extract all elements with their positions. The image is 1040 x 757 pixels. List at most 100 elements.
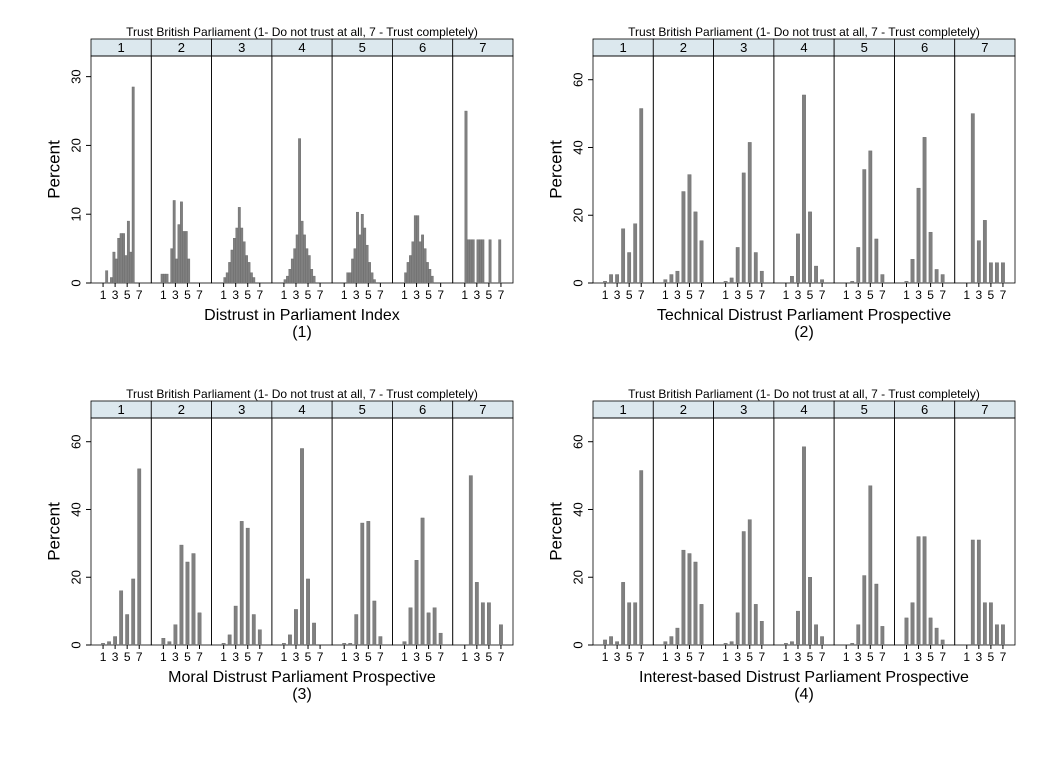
x-tick-label: 3 [674, 288, 681, 302]
bar [970, 539, 975, 646]
panel-title: Trust British Parliament (1- Do not trus… [628, 387, 980, 401]
bar [609, 274, 613, 284]
x-tick-label: 1 [220, 288, 227, 302]
bar [633, 602, 638, 646]
bar [850, 281, 855, 284]
bar [814, 265, 818, 284]
x-tick-label: 1 [401, 650, 408, 664]
facet-label: 2 [178, 402, 185, 417]
bar [242, 241, 246, 284]
bar [639, 470, 644, 646]
x-tick-label: 3 [855, 288, 862, 302]
bar [370, 272, 374, 284]
bar [294, 609, 298, 646]
bar [114, 258, 118, 284]
bar [298, 138, 301, 284]
x-tick-label: 1 [100, 288, 107, 302]
x-tick-label: 7 [1000, 650, 1007, 664]
bar [282, 643, 286, 646]
bar [124, 255, 128, 284]
x-tick-label: 1 [341, 650, 348, 664]
x-tick-label: 5 [927, 650, 934, 664]
bar [170, 248, 174, 284]
x-tick-label: 7 [638, 288, 645, 302]
bar [469, 239, 473, 284]
bar [420, 517, 425, 646]
bar [306, 578, 310, 646]
bar [342, 643, 347, 646]
x-tick-label: 3 [855, 650, 862, 664]
bar [175, 258, 179, 284]
bar [940, 639, 945, 646]
x-tick-label: 5 [807, 288, 814, 302]
facet-label: 5 [861, 40, 868, 55]
bar [182, 231, 186, 284]
bar [348, 272, 352, 284]
bar [430, 275, 434, 284]
bar [922, 536, 927, 646]
x-tick-label: 1 [602, 288, 609, 302]
facet-label: 7 [981, 40, 988, 55]
bar [759, 270, 764, 284]
y-tick-label: 0 [570, 279, 585, 286]
bar [372, 279, 376, 284]
bar [808, 211, 812, 284]
y-tick-label: 40 [68, 502, 83, 516]
bar [723, 643, 728, 646]
bar [723, 281, 728, 284]
bar [119, 233, 123, 284]
bar [790, 641, 794, 646]
x-tick-label: 1 [843, 288, 850, 302]
bar [627, 602, 632, 646]
bar [184, 231, 188, 284]
x-tick-label: 7 [196, 650, 203, 664]
bar [223, 277, 227, 284]
bar [928, 231, 933, 284]
bar [312, 275, 316, 284]
bar [113, 636, 118, 646]
x-tick-label: 5 [425, 650, 432, 664]
x-tick-label: 1 [160, 650, 167, 664]
x-tick-label: 7 [136, 288, 143, 302]
x-tick-label: 7 [377, 650, 384, 664]
x-axis-label: Interest-based Distrust Parliament Prosp… [639, 669, 969, 686]
x-tick-label: 3 [734, 288, 741, 302]
x-tick-label: 7 [819, 288, 826, 302]
x-tick-label: 5 [626, 650, 633, 664]
bar [167, 641, 172, 646]
bar [247, 262, 251, 284]
bar [880, 626, 885, 646]
x-tick-label: 1 [722, 288, 729, 302]
bar [300, 220, 304, 284]
caption: (2) [794, 324, 814, 341]
bar [406, 262, 410, 284]
bar [603, 281, 607, 284]
bar [820, 636, 824, 646]
bar [982, 602, 987, 646]
facet-label: 7 [479, 402, 486, 417]
y-tick-label: 60 [570, 72, 585, 86]
x-tick-label: 3 [473, 288, 480, 302]
bar [131, 578, 136, 646]
bar [300, 448, 304, 646]
bar [117, 238, 121, 284]
bar [753, 604, 758, 646]
panel: Trust British Parliament (1- Do not trus… [546, 25, 1016, 341]
bar [416, 215, 420, 284]
x-tick-label: 7 [939, 288, 946, 302]
x-tick-label: 3 [232, 650, 239, 664]
bar [633, 223, 638, 284]
bar [233, 605, 238, 646]
x-tick-label: 5 [486, 650, 493, 664]
bar [351, 258, 355, 284]
x-tick-label: 5 [746, 288, 753, 302]
x-tick-label: 5 [867, 650, 874, 664]
bar [753, 252, 758, 284]
bar [663, 641, 668, 646]
facet-label: 3 [238, 40, 245, 55]
bar [307, 255, 311, 284]
bar [368, 262, 371, 284]
bar [488, 239, 492, 284]
bar [970, 113, 975, 284]
